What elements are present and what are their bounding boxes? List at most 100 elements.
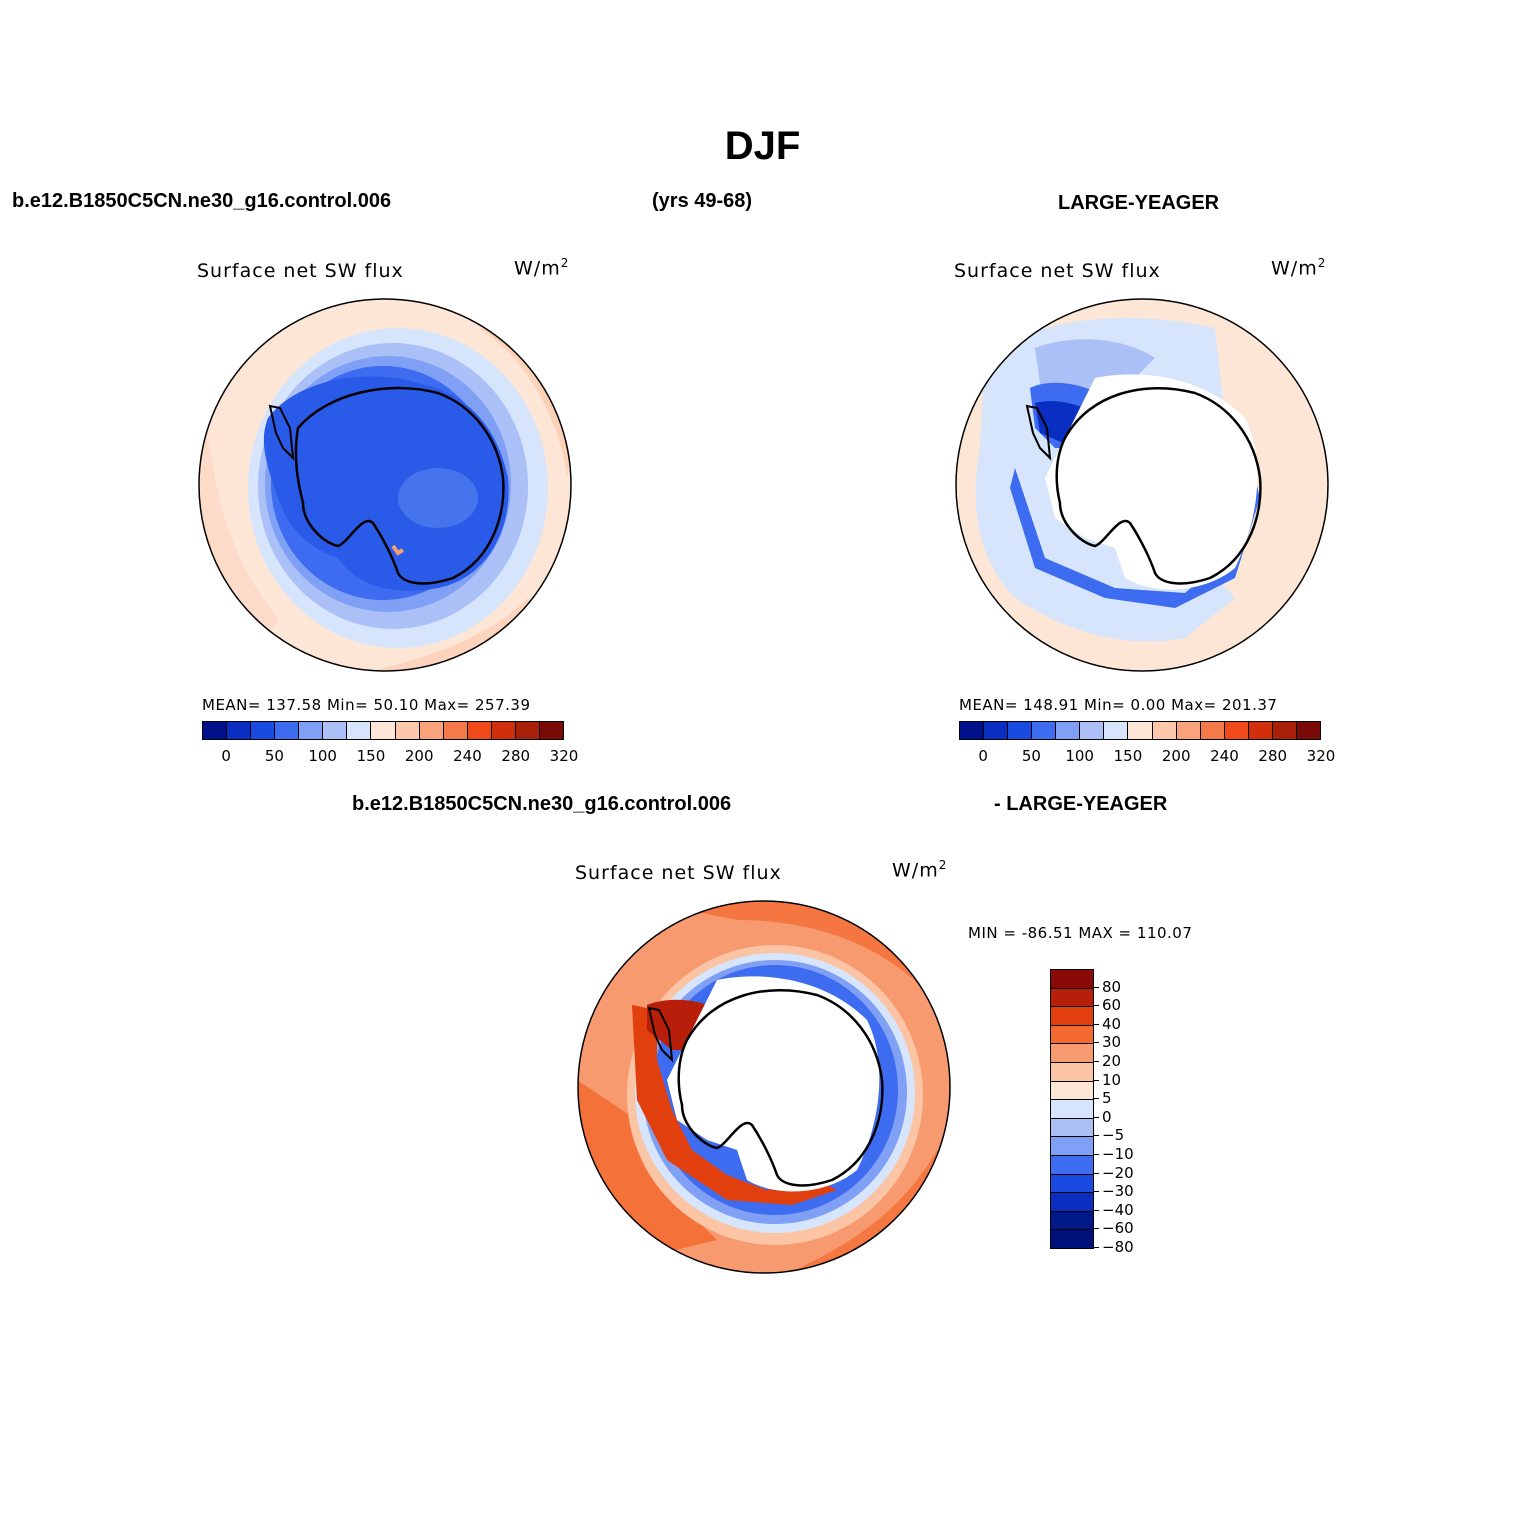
colorbar-label: 0: [1093, 1108, 1112, 1126]
colorbar-swatches: [959, 721, 1321, 740]
colorbar-label: −10: [1093, 1145, 1134, 1163]
obs-panel-title: Surface net SW flux: [954, 260, 1161, 282]
colorbar-label: 320: [1306, 747, 1336, 765]
colorbar-label: 0: [221, 747, 231, 765]
colorbar-swatch: [1051, 988, 1093, 1008]
colorbar-swatch: [275, 722, 300, 739]
colorbar-swatch: [1051, 1081, 1093, 1101]
colorbar-label: −20: [1093, 1164, 1134, 1182]
colorbar-swatch: [1224, 722, 1249, 739]
colorbar-swatch: [515, 722, 540, 739]
model-polar-map: [198, 298, 572, 672]
model-colorbar: [202, 721, 564, 740]
colorbar-swatch: [1051, 1100, 1093, 1119]
colorbar-swatch: [1051, 970, 1093, 989]
colorbar-swatch: [467, 722, 492, 739]
colorbar-label: 280: [501, 747, 531, 765]
colorbar-swatch: [984, 722, 1009, 739]
colorbar-swatch: [1051, 1007, 1093, 1026]
colorbar-swatch: [1051, 1118, 1093, 1138]
diff-colorbar-labels: 80 60 40 30 20 10 5 0 −5 −10 −20 −30 −40 −60 −80: [1093, 969, 1153, 1269]
colorbar-swatch: [1051, 1155, 1093, 1175]
colorbar-swatch: [1051, 1193, 1093, 1212]
colorbar-swatch: [1008, 722, 1033, 739]
colorbar-label: 280: [1258, 747, 1288, 765]
colorbar-swatch: [960, 722, 985, 739]
colorbar-swatch: [395, 722, 420, 739]
diff-panel-title: Surface net SW flux: [575, 862, 782, 884]
obs-colorbar-labels: 0 50 100 150 200 240 280 320: [959, 747, 1335, 767]
colorbar-label: 100: [308, 747, 337, 765]
colorbar-label: −40: [1093, 1201, 1134, 1219]
colorbar-label: 50: [1021, 747, 1041, 765]
colorbar-swatch: [1051, 1230, 1093, 1248]
colorbar-label: −60: [1093, 1219, 1134, 1237]
colorbar-swatches: [202, 721, 564, 740]
colorbar-label: −30: [1093, 1182, 1134, 1200]
colorbar-swatch: [1032, 722, 1057, 739]
colorbar-swatch: [1248, 722, 1273, 739]
colorbar-swatch: [1200, 722, 1225, 739]
colorbar-swatch: [419, 722, 444, 739]
colorbar-label: 5: [1093, 1089, 1112, 1107]
obs-units: W/m2: [1271, 256, 1327, 280]
colorbar-label: 320: [549, 747, 579, 765]
colorbar-label: 50: [264, 747, 284, 765]
colorbar-swatch: [251, 722, 276, 739]
model-panel-title: Surface net SW flux: [197, 260, 404, 282]
colorbar-label: 60: [1093, 996, 1121, 1014]
colorbar-swatch: [1128, 722, 1153, 739]
obs-label: LARGE-YEAGER: [1058, 192, 1220, 214]
colorbar-label: 30: [1093, 1033, 1121, 1051]
colorbar-swatch: [491, 722, 516, 739]
colorbar-label: 10: [1093, 1071, 1121, 1089]
colorbar-label: 240: [1210, 747, 1239, 765]
colorbar-swatch: [299, 722, 324, 739]
colorbar-swatch: [1051, 1137, 1093, 1156]
colorbar-label: 150: [1113, 747, 1143, 765]
colorbar-swatch: [1296, 722, 1320, 739]
colorbar-swatch: [1152, 722, 1177, 739]
colorbar-label: 40: [1093, 1015, 1121, 1033]
colorbar-label: 200: [404, 747, 434, 765]
obs-colorbar: [959, 721, 1321, 740]
colorbar-swatch: [1051, 1025, 1093, 1045]
colorbar-swatch: [1051, 1062, 1093, 1082]
main-title: DJF: [724, 124, 801, 168]
obs-polar-map: [955, 298, 1329, 672]
diff-stats: MIN = -86.51 MAX = 110.07: [968, 924, 1193, 942]
colorbar-swatch: [1056, 722, 1081, 739]
years-label: (yrs 49-68): [652, 190, 753, 212]
colorbar-swatch: [347, 722, 372, 739]
colorbar-label: 20: [1093, 1052, 1121, 1070]
colorbar-label: −5: [1093, 1126, 1124, 1144]
model-colorbar-labels: 0 50 100 150 200 240 280 320: [202, 747, 578, 767]
colorbar-label: 150: [356, 747, 386, 765]
colorbar-swatch: [539, 722, 563, 739]
diff-obs-label: - LARGE-YEAGER: [994, 793, 1168, 815]
colorbar-label: 200: [1161, 747, 1191, 765]
obs-stats: MEAN= 148.91 Min= 0.00 Max= 201.37: [959, 696, 1278, 714]
colorbar-swatch: [443, 722, 468, 739]
colorbar-swatch: [1051, 1211, 1093, 1231]
colorbar-label: 80: [1093, 978, 1121, 996]
diff-polar-map: [577, 900, 951, 1274]
colorbar-swatch: [1051, 1174, 1093, 1194]
colorbar-swatch: [323, 722, 348, 739]
model-units: W/m2: [514, 256, 570, 280]
colorbar-label: −80: [1093, 1238, 1134, 1256]
colorbar-swatch: [1176, 722, 1201, 739]
colorbar-label: 100: [1065, 747, 1094, 765]
colorbar-swatch: [371, 722, 396, 739]
colorbar-label: 0: [978, 747, 988, 765]
diff-case-label: b.e12.B1850C5CN.ne30_g16.control.006: [352, 793, 732, 815]
colorbar-swatch: [203, 722, 228, 739]
diff-colorbar: [1050, 969, 1094, 1249]
diff-units: W/m2: [892, 858, 948, 882]
colorbar-swatch: [1080, 722, 1105, 739]
model-stats: MEAN= 137.58 Min= 50.10 Max= 257.39: [202, 696, 531, 714]
case-label: b.e12.B1850C5CN.ne30_g16.control.006: [12, 190, 392, 212]
colorbar-swatch: [1104, 722, 1129, 739]
colorbar-swatch: [227, 722, 252, 739]
colorbar-swatch: [1051, 1044, 1093, 1063]
